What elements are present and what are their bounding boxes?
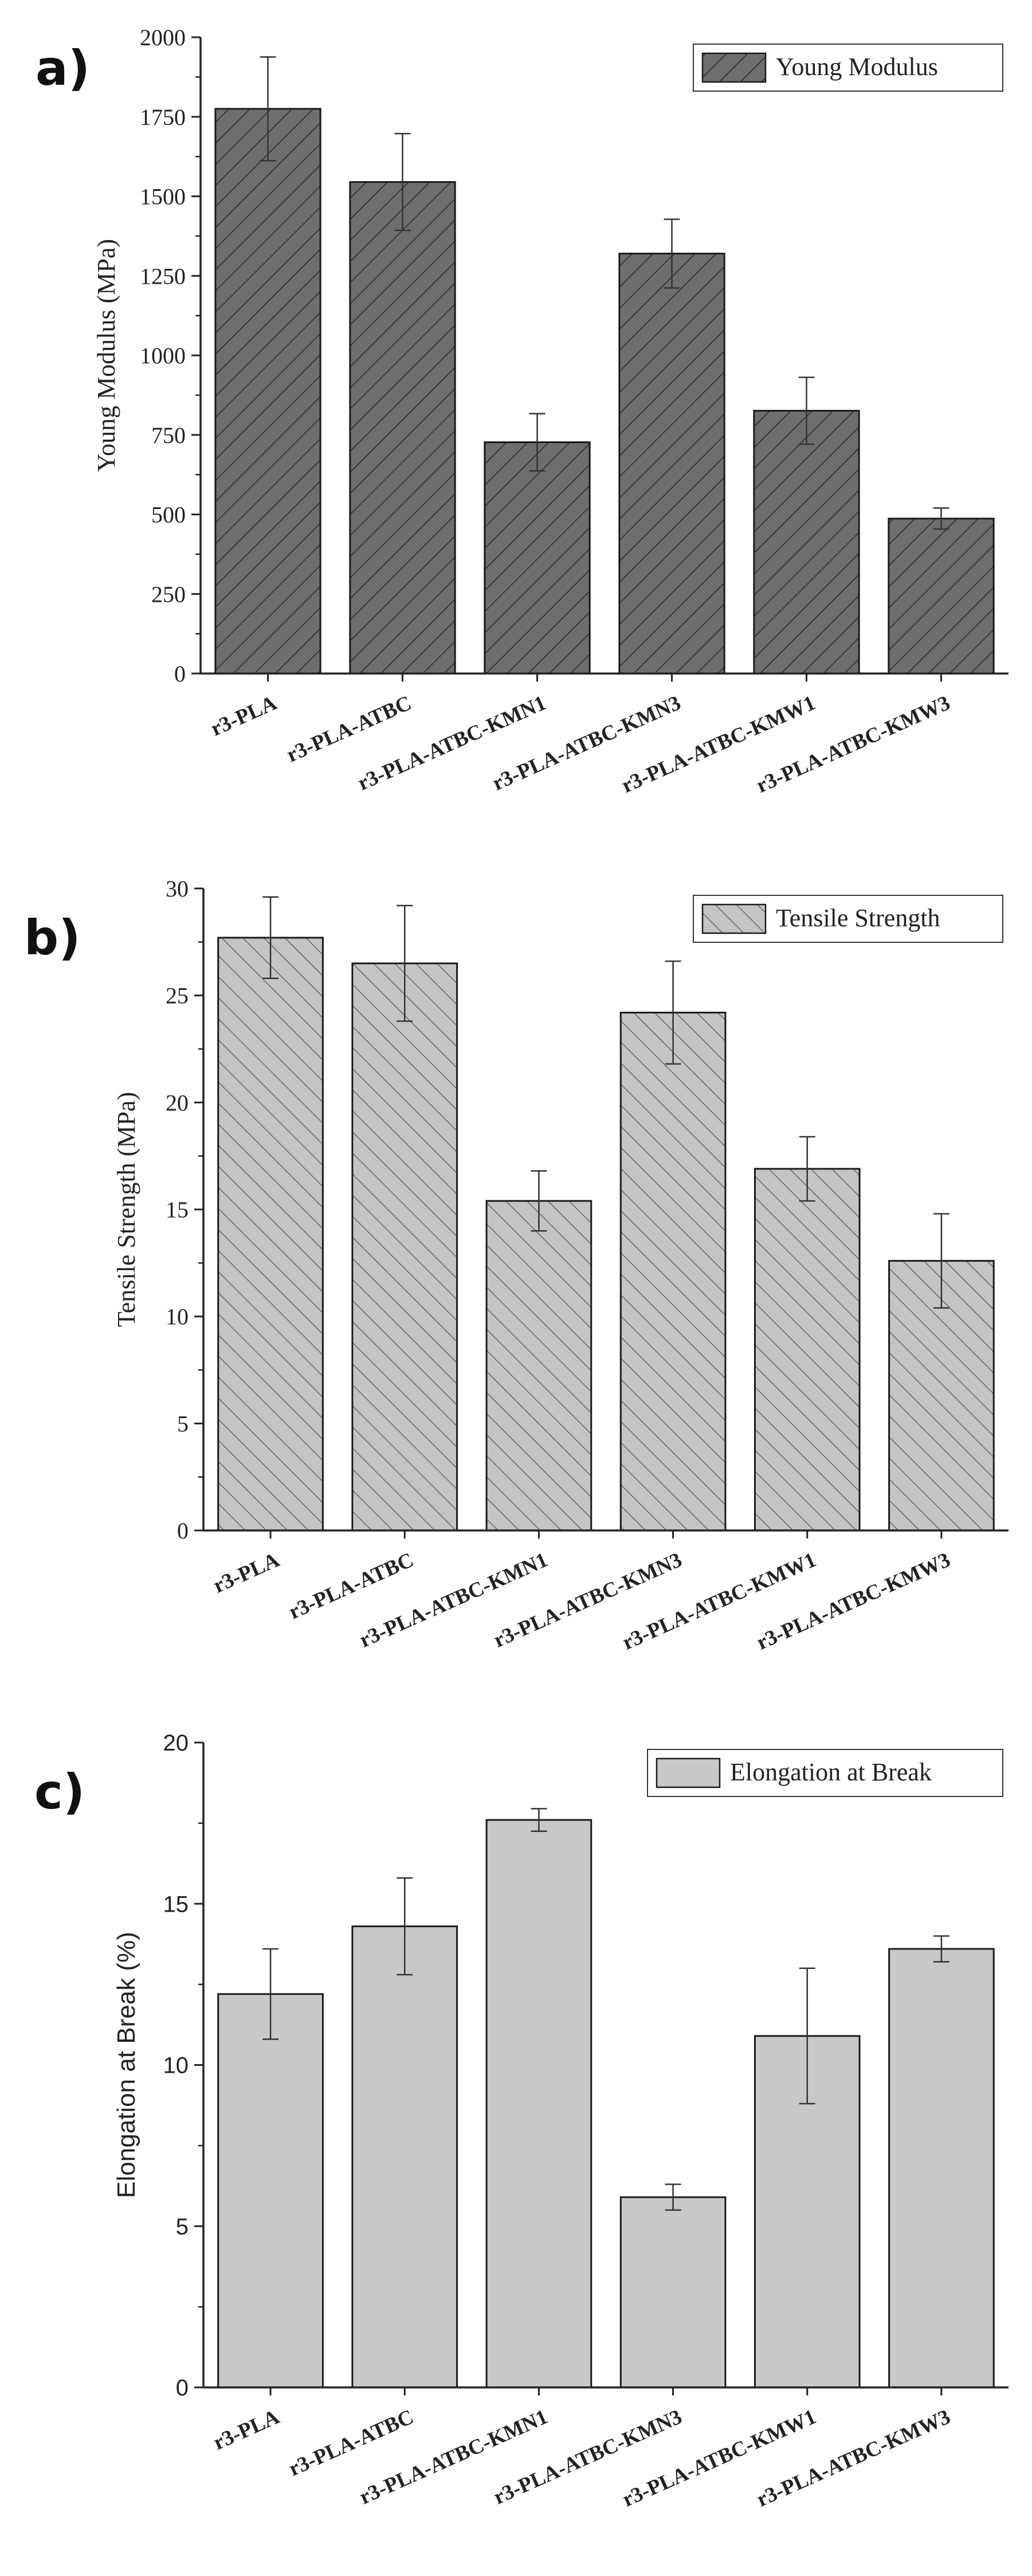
y-tick-label: 1250 — [140, 263, 186, 289]
y-tick-label: 20 — [166, 1090, 189, 1115]
error-bar-r3-pla-atbc — [397, 1877, 413, 1976]
legend: Elongation at Break — [647, 1749, 1003, 1797]
y-tick-label: 15 — [166, 1197, 189, 1223]
error-bar-r3-pla-atbc-kmn3 — [665, 2183, 681, 2211]
error-bar-r3-pla — [262, 1948, 279, 2040]
bar-r3-pla-atbc-kmn1 — [484, 441, 591, 675]
bar-r3-pla-atbc-kmw1 — [754, 1168, 861, 1532]
error-bar-r3-pla-atbc-kmn3 — [664, 218, 680, 289]
panel-c: c) r3-PLA r3-PLA-ATBCr3-PLA-ATBC-KMN1r3-P… — [34, 1731, 1009, 2512]
y-tick-label: 1000 — [140, 343, 186, 369]
error-bar-r3-pla-atbc-kmw1 — [798, 377, 815, 445]
panel-label-a: a) — [36, 40, 90, 96]
bar-r3-pla-atbc-kmn1 — [485, 1819, 592, 2389]
bar-r3-pla-atbc-kmw3 — [888, 1948, 995, 2389]
bar-r3-pla-atbc-kmn3 — [618, 252, 725, 675]
error-bar-r3-pla-atbc-kmn1 — [529, 413, 546, 472]
y-tick-label: 500 — [151, 502, 186, 528]
y-tick-label: 10 — [163, 2053, 189, 2078]
y-tick-label: 0 — [177, 1518, 189, 1544]
error-bar-r3-pla-atbc-kmn3 — [665, 960, 681, 1065]
bar-r3-pla — [214, 108, 321, 675]
y-tick-label: 25 — [166, 983, 189, 1009]
y-axis-label: Young Modulus (MPa) — [92, 239, 120, 472]
chart-elongation-at-break: r3-PLA r3-PLA-ATBCr3-PLA-ATBC-KMN1r3-PLA-… — [112, 1731, 1009, 2512]
chart-young-modulus: r3-PLA r3-PLA-ATBCr3-PLA-ATBC-KMN1r3-PLA-… — [92, 25, 1009, 798]
bar-r3-pla-atbc-kmn3 — [619, 1012, 727, 1532]
y-tick-label: 250 — [151, 581, 186, 607]
error-bar-r3-pla-atbc-kmw1 — [799, 1967, 815, 2105]
y-tick-label: 1500 — [140, 184, 186, 210]
bar-r3-pla — [217, 937, 324, 1532]
bar-r3-pla-atbc — [349, 181, 456, 675]
error-bar-r3-pla-atbc-kmn1 — [531, 1170, 547, 1232]
y-tick-label: 2000 — [140, 25, 186, 50]
y-tick-label: 20 — [163, 1731, 189, 1756]
legend-swatch — [701, 903, 767, 934]
y-tick-label: 10 — [166, 1304, 189, 1330]
legend-label: Elongation at Break — [730, 1758, 932, 1786]
y-tick-label: 30 — [166, 876, 189, 902]
panel-b: b) r3-PLA r3-PLA-ATBCr3-PLA-ATBC-KMN1r3-P… — [24, 876, 1009, 1655]
error-bar-r3-pla-atbc-kmw3 — [933, 507, 949, 530]
y-tick-label: 0 — [176, 2375, 189, 2401]
y-tick-label: 1750 — [140, 104, 186, 130]
y-tick-label: 5 — [177, 1411, 189, 1436]
panel-a: a) r3-PLA r3-PLA-ATBCr3-PLA-ATBC-KMN1r3-P… — [36, 25, 1009, 798]
legend-swatch — [701, 52, 767, 83]
legend: Tensile Strength — [693, 895, 1003, 943]
legend-label: Young Modulus — [776, 53, 938, 81]
error-bar-r3-pla-atbc-kmw1 — [799, 1136, 815, 1202]
bar-r3-pla-atbc-kmn1 — [485, 1200, 592, 1532]
bar-r3-pla-atbc — [351, 1925, 458, 2389]
x-tick-label: r3-PLA — [210, 2405, 283, 2455]
error-bar-r3-pla-atbc-kmw3 — [933, 1213, 949, 1309]
legend: Young Modulus — [693, 44, 1003, 92]
bar-r3-pla — [217, 1993, 324, 2389]
error-bar-r3-pla — [260, 56, 276, 162]
bar-r3-pla-atbc-kmw1 — [753, 410, 860, 675]
x-tick-label: r3-PLA — [210, 1548, 283, 1598]
y-axis-label: Tensile Strength (MPa) — [112, 1092, 140, 1327]
y-axis-label: Elongation at Break (%) — [112, 1932, 140, 2198]
panel-label-c: c) — [34, 1764, 85, 1820]
error-bar-r3-pla — [262, 896, 279, 980]
y-tick-label: 0 — [174, 661, 186, 687]
legend-swatch — [656, 1757, 721, 1788]
error-bar-r3-pla-atbc-kmw3 — [933, 1935, 949, 1963]
bar-r3-pla-atbc-kmw3 — [888, 518, 995, 675]
bar-r3-pla-atbc — [351, 962, 458, 1532]
error-bar-r3-pla-atbc-kmn1 — [531, 1808, 547, 1832]
y-tick-label: 5 — [176, 2214, 189, 2240]
error-bar-r3-pla-atbc — [394, 132, 411, 232]
y-tick-label: 750 — [151, 422, 186, 448]
legend-label: Tensile Strength — [776, 904, 940, 932]
bar-r3-pla-atbc-kmn3 — [619, 2196, 727, 2389]
panel-label-b: b) — [24, 910, 81, 966]
x-tick-label: r3-PLA — [207, 691, 281, 741]
y-tick-label: 15 — [163, 1892, 189, 1917]
error-bar-r3-pla-atbc — [397, 905, 413, 1022]
chart-tensile-strength: r3-PLA r3-PLA-ATBCr3-PLA-ATBC-KMN1r3-PLA-… — [112, 876, 1009, 1655]
